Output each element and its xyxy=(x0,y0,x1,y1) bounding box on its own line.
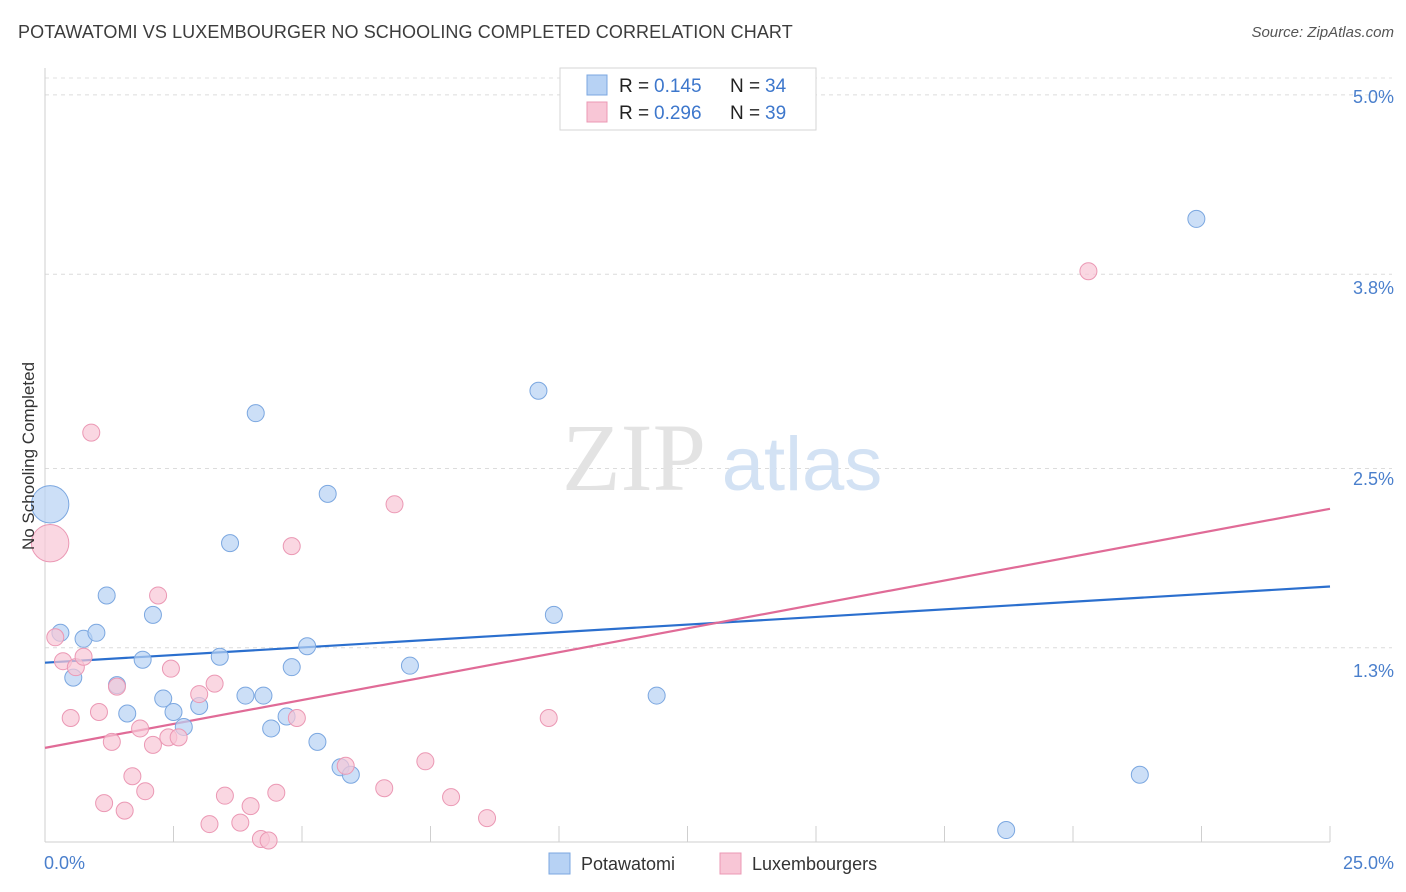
top-legend-swatch-luxembourgers xyxy=(586,101,608,123)
point-luxembourgers-34 xyxy=(416,752,435,771)
point-luxembourgers-10 xyxy=(107,677,126,696)
point-luxembourgers-33 xyxy=(385,495,404,514)
point-luxembourgers-35 xyxy=(442,788,461,807)
point-luxembourgers-13 xyxy=(131,719,150,738)
point-potawatomi-0 xyxy=(30,485,70,524)
top-legend-r-value-2: 0.296 xyxy=(654,103,702,124)
watermark-zip: ZIP xyxy=(562,404,706,511)
top-legend-r-label-2: R = xyxy=(619,103,649,124)
point-potawatomi-19 xyxy=(262,719,281,738)
point-luxembourgers-6 xyxy=(82,423,101,442)
points-layer xyxy=(30,209,1206,850)
point-potawatomi-24 xyxy=(318,484,337,503)
top-legend-n-label-1: N = xyxy=(730,76,760,97)
x-tick-label-min: 0.0% xyxy=(44,853,85,873)
point-potawatomi-27 xyxy=(400,656,419,675)
point-luxembourgers-1 xyxy=(46,628,65,647)
bottom-legend-swatch-luxembourgers xyxy=(719,852,742,875)
top-legend-r-label-1: R = xyxy=(619,76,649,97)
point-potawatomi-15 xyxy=(221,534,240,553)
bottom-legend: Potawatomi Luxembourgers xyxy=(548,852,877,875)
x-tick-label-max: 25.0% xyxy=(1343,853,1394,873)
trendline-luxembourgers xyxy=(44,507,1331,749)
point-luxembourgers-0 xyxy=(30,523,70,563)
trendline-layer xyxy=(44,507,1331,749)
point-potawatomi-9 xyxy=(143,605,162,624)
y-tick-label-3-8: 3.8% xyxy=(1353,278,1394,298)
top-legend-n-label-2: N = xyxy=(730,103,760,124)
watermark-atlas: atlas xyxy=(722,422,883,507)
point-luxembourgers-32 xyxy=(375,779,394,798)
point-luxembourgers-3 xyxy=(61,708,80,727)
point-luxembourgers-31 xyxy=(336,756,355,775)
point-potawatomi-21 xyxy=(282,658,301,677)
point-luxembourgers-25 xyxy=(241,797,260,816)
bottom-legend-swatch-potawatomi xyxy=(548,852,571,875)
point-potawatomi-31 xyxy=(997,821,1016,840)
point-potawatomi-23 xyxy=(308,732,327,751)
point-potawatomi-16 xyxy=(236,686,255,705)
point-luxembourgers-19 xyxy=(169,728,188,747)
point-potawatomi-5 xyxy=(97,586,116,605)
point-luxembourgers-28 xyxy=(267,783,286,802)
point-luxembourgers-7 xyxy=(89,703,108,722)
point-luxembourgers-27 xyxy=(259,831,278,850)
point-potawatomi-18 xyxy=(254,686,273,705)
point-luxembourgers-14 xyxy=(136,782,155,801)
grid-layer xyxy=(45,77,1392,649)
top-legend-n-value-1: 34 xyxy=(765,76,787,97)
top-legend: R = 0.145 N = 34 R = 0.296 N = 39 xyxy=(559,67,817,131)
y-tick-label-1-3: 1.3% xyxy=(1353,661,1394,681)
point-luxembourgers-37 xyxy=(539,708,558,727)
point-luxembourgers-12 xyxy=(123,767,142,786)
point-potawatomi-10 xyxy=(154,689,173,708)
point-luxembourgers-36 xyxy=(478,809,497,828)
point-potawatomi-29 xyxy=(544,605,563,624)
point-luxembourgers-21 xyxy=(200,815,219,834)
point-potawatomi-30 xyxy=(647,686,666,705)
trendline-potawatomi xyxy=(44,585,1331,664)
point-luxembourgers-22 xyxy=(205,674,224,693)
point-potawatomi-4 xyxy=(87,623,106,642)
bottom-legend-label-luxembourgers: Luxembourgers xyxy=(752,854,877,874)
y-tick-label-5-0: 5.0% xyxy=(1353,87,1394,107)
point-luxembourgers-18 xyxy=(161,659,180,678)
point-luxembourgers-11 xyxy=(115,801,134,820)
top-legend-swatch-potawatomi xyxy=(586,74,608,96)
point-potawatomi-33 xyxy=(1187,209,1206,228)
point-luxembourgers-23 xyxy=(215,786,234,805)
point-potawatomi-17 xyxy=(246,404,265,423)
point-potawatomi-22 xyxy=(298,637,317,656)
point-potawatomi-14 xyxy=(210,647,229,666)
y-tick-label-2-5: 2.5% xyxy=(1353,469,1394,489)
point-potawatomi-11 xyxy=(164,703,183,722)
point-luxembourgers-5 xyxy=(74,647,93,666)
point-luxembourgers-38 xyxy=(1079,262,1098,281)
point-luxembourgers-8 xyxy=(95,794,114,813)
point-potawatomi-8 xyxy=(133,650,152,669)
top-legend-r-value-1: 0.145 xyxy=(654,76,702,97)
point-luxembourgers-9 xyxy=(102,732,121,751)
point-potawatomi-7 xyxy=(118,704,137,723)
source-label: Source: ZipAtlas.com xyxy=(1251,24,1394,41)
bottom-legend-label-potawatomi: Potawatomi xyxy=(581,854,675,874)
point-luxembourgers-29 xyxy=(282,537,301,556)
point-luxembourgers-30 xyxy=(287,708,306,727)
y-axis-label: No Schooling Completed xyxy=(19,362,38,550)
top-legend-n-value-2: 39 xyxy=(765,103,786,124)
point-luxembourgers-20 xyxy=(190,685,209,704)
point-luxembourgers-15 xyxy=(143,735,162,754)
point-luxembourgers-16 xyxy=(149,586,168,605)
point-potawatomi-32 xyxy=(1130,765,1149,784)
chart-title: POTAWATOMI VS LUXEMBOURGER NO SCHOOLING … xyxy=(18,22,793,42)
point-luxembourgers-24 xyxy=(231,813,250,832)
point-potawatomi-28 xyxy=(529,381,548,400)
